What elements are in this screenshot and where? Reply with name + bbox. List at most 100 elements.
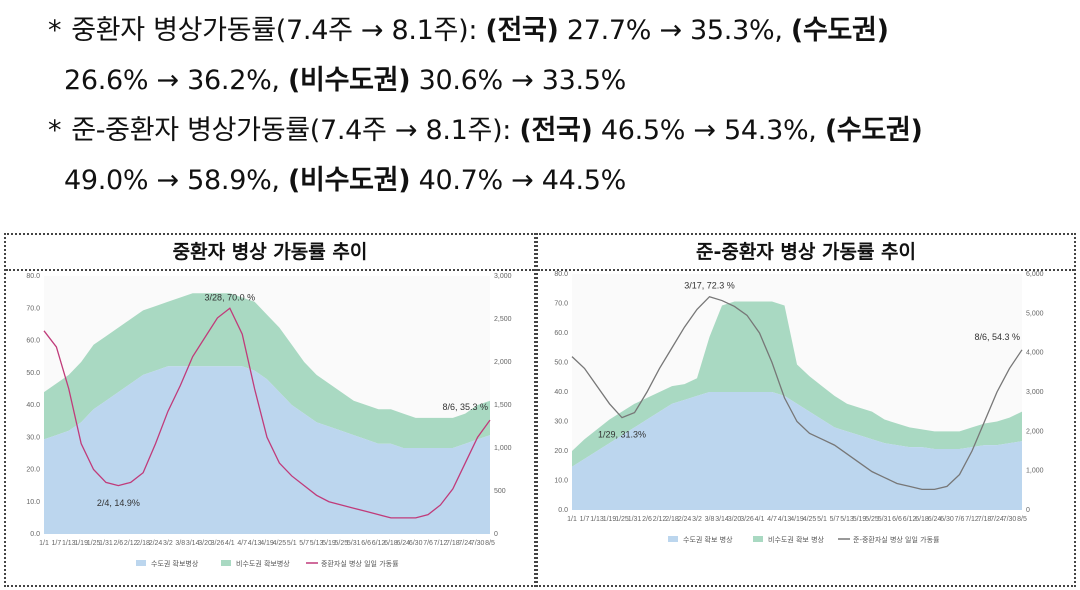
x-tick: 3/26	[740, 516, 754, 523]
x-tick: 1/13	[590, 516, 604, 523]
line-occupancy-rate	[43, 307, 491, 519]
x-tick: 7/30	[471, 540, 485, 547]
x-tick: 3/14	[715, 516, 729, 523]
icu-label: 중환자 병상가동률(7.4주 → 8.1주):	[71, 15, 478, 46]
icu-chart: 0.0 10.0 20.0 30.0 40.0 50.0 60.0 70.0 80.0 0 500 1…	[26, 273, 512, 568]
x-tick: 7/18	[978, 516, 992, 523]
noncapital-value: 40.7% → 44.5%	[418, 165, 627, 196]
capital-value: 26.6% → 36.2%,	[64, 65, 280, 96]
national-label: (전국)	[519, 115, 593, 146]
legend-swatch	[753, 536, 763, 542]
x-tick: 3/8	[705, 516, 715, 523]
y-left-tick: 30.0	[26, 434, 40, 441]
x-tick: 1/31	[99, 540, 113, 547]
x-tick: 7/30	[1003, 516, 1017, 523]
x-tick: 3/20	[198, 540, 212, 547]
capital-label: (수도권)	[824, 115, 923, 146]
x-tick: 1/1	[39, 540, 49, 547]
x-tick: 1/19	[74, 540, 88, 547]
data-annotation: 8/6, 35.3 %	[442, 402, 488, 412]
data-annotation: 1/29, 31.3%	[598, 430, 646, 440]
y-right-tick: 6,000	[1026, 271, 1044, 278]
x-tick: 4/25	[803, 516, 817, 523]
y-right-tick: 4,000	[1026, 350, 1044, 357]
x-tick: 6/24	[928, 516, 942, 523]
x-tick: 1/1	[567, 516, 577, 523]
icu-chart-panel: 중환자 병상 가동률 추이 0.0 10.0 20.0 30.0 40.0 50.0 60.…	[4, 233, 536, 587]
x-tick: 2/6	[642, 516, 652, 523]
x-tick: 6/12	[372, 540, 386, 547]
x-tick: 4/1	[755, 516, 765, 523]
y-left-tick: 10.0	[26, 499, 40, 506]
semi-icu-chart-title: 준-중환자 병상 가동률 추이	[538, 235, 1074, 271]
y-right-tick: 2,000	[494, 359, 512, 366]
data-annotation: 2/4, 14.9%	[97, 498, 140, 508]
y-left-tick: 20.0	[26, 467, 40, 474]
data-annotation: 3/28, 70.0 %	[205, 292, 256, 302]
x-tick: 7/24	[458, 540, 472, 547]
noncapital-value: 30.6% → 33.5%	[418, 65, 627, 96]
y-left-tick: 50.0	[26, 370, 40, 377]
x-tick: 1/31	[628, 516, 642, 523]
legend-label: 비수도권 확보병상	[236, 559, 290, 568]
national-value: 46.5% → 54.3%,	[600, 115, 817, 146]
legend-swatch	[136, 560, 146, 566]
x-tick: 5/7	[830, 516, 840, 523]
data-annotation: 3/17, 72.3 %	[684, 281, 735, 291]
line-occupancy-rate	[571, 295, 1023, 491]
national-label: (전국)	[485, 15, 559, 46]
summary-line-semi-icu-2: 49.0% → 58.9%, (비수도권) 40.7% → 44.5%	[48, 156, 1073, 206]
x-tick: 5/25	[865, 516, 879, 523]
y-right-tick: 2,000	[1026, 428, 1044, 435]
legend-label: 중환자실 병상 일일 가동률	[321, 559, 399, 568]
legend-label: 수도권 확보병상	[151, 559, 199, 568]
y-left-tick: 0.0	[558, 507, 568, 514]
x-tick: 4/13	[778, 516, 792, 523]
x-tick: 5/19	[853, 516, 867, 523]
x-tick: 6/18	[384, 540, 398, 547]
x-tick: 5/13	[840, 516, 854, 523]
legend-label: 수도권 확보 병상	[683, 535, 733, 544]
x-tick: 3/2	[692, 516, 702, 523]
y-right-tick: 3,000	[1026, 389, 1044, 396]
semi-icu-chart: 0.0 10.0 20.0 30.0 40.0 50.0 60.0 70.0 80.0 0 1,00…	[554, 271, 1044, 544]
x-tick: 6/6	[361, 540, 371, 547]
y-left-tick: 40.0	[26, 402, 40, 409]
semi-icu-chart-panel: 준-중환자 병상 가동률 추이 0.0 10.0 20.0 30.0 40.0 50.0 6…	[536, 233, 1076, 587]
capital-label: (수도권)	[790, 15, 889, 46]
x-tick: 4/25	[273, 540, 287, 547]
x-tick: 4/19	[790, 516, 804, 523]
x-tick: 7/12	[965, 516, 979, 523]
x-tick: 2/24	[149, 540, 163, 547]
y-left-tick: 10.0	[554, 478, 568, 485]
x-tick: 3/20	[728, 516, 742, 523]
x-tick: 5/7	[299, 540, 309, 547]
y-left-tick: 70.0	[26, 305, 40, 312]
y-left-tick: 80.0	[554, 271, 568, 278]
x-tick: 4/13	[248, 540, 262, 547]
x-tick: 1/19	[603, 516, 617, 523]
x-tick: 3/14	[186, 540, 200, 547]
icu-chart-title: 중환자 병상 가동률 추이	[6, 235, 534, 271]
y-right-tick: 1,000	[494, 445, 512, 452]
x-tick: 5/19	[322, 540, 336, 547]
x-tick: 5/1	[287, 540, 297, 547]
x-tick: 5/31	[347, 540, 361, 547]
x-tick: 7/6	[423, 540, 433, 547]
legend-swatch	[668, 536, 678, 542]
x-tick: 3/2	[163, 540, 173, 547]
x-tick: 6/24	[396, 540, 410, 547]
y-left-tick: 50.0	[554, 360, 568, 367]
x-tick: 6/18	[915, 516, 929, 523]
x-tick: 4/1	[225, 540, 235, 547]
bullet-star: *	[48, 115, 62, 146]
x-tick: 7/18	[446, 540, 460, 547]
y-left-tick: 80.0	[26, 273, 40, 280]
noncapital-label: (비수도권)	[288, 65, 411, 96]
x-tick: 7/12	[434, 540, 448, 547]
y-right-tick: 1,500	[494, 402, 512, 409]
x-tick: 2/12	[124, 540, 138, 547]
y-left-tick: 20.0	[554, 448, 568, 455]
y-right-tick: 3,000	[494, 273, 512, 280]
y-right-tick: 500	[494, 488, 506, 495]
